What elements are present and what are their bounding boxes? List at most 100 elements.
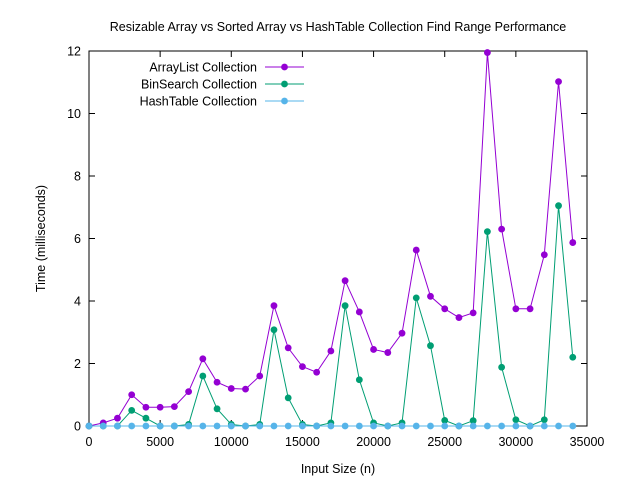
data-point <box>142 403 150 411</box>
data-point <box>227 422 235 430</box>
data-point <box>185 388 193 396</box>
data-point <box>327 347 335 355</box>
data-point <box>498 363 506 371</box>
data-point <box>270 422 278 430</box>
series-line <box>89 205 574 427</box>
data-point <box>299 422 306 430</box>
data-point <box>170 403 178 411</box>
data-point <box>427 342 434 350</box>
series-3 <box>85 422 577 430</box>
data-point <box>128 391 136 399</box>
data-point <box>512 305 520 313</box>
data-point <box>284 344 292 352</box>
data-point <box>441 305 449 313</box>
axis-ticks: 0 5000 10000 15000 20000 25000 30000 35000 0 2 4 6 8… <box>67 45 604 450</box>
data-point <box>170 422 178 430</box>
data-point <box>469 309 477 317</box>
data-point <box>412 294 420 302</box>
data-point <box>569 353 577 361</box>
legend-label: HashTable Collection <box>140 95 257 109</box>
y-tick-label: 4 <box>74 295 81 309</box>
data-point <box>469 422 477 430</box>
x-tick-label: 25000 <box>427 435 462 449</box>
data-point <box>85 422 93 430</box>
data-point <box>384 349 392 356</box>
data-point <box>213 378 221 386</box>
data-point <box>114 414 121 422</box>
data-point <box>99 422 107 430</box>
x-tick-label: 35000 <box>570 435 605 449</box>
y-tick-label: 2 <box>74 357 81 371</box>
legend-swatch-marker <box>281 63 288 71</box>
legend-swatch-marker <box>281 97 288 105</box>
data-point <box>427 422 434 430</box>
data-point <box>412 246 420 254</box>
data-point <box>484 49 491 56</box>
data-point <box>341 277 349 285</box>
data-point <box>540 416 548 424</box>
legend-label: BinSearch Collection <box>141 78 257 92</box>
data-point <box>341 302 349 310</box>
data-point <box>427 292 434 300</box>
data-point <box>284 422 292 430</box>
data-point <box>526 305 534 313</box>
data-point <box>355 308 363 316</box>
data-point <box>484 422 491 430</box>
x-axis-label: Input Size (n) <box>301 462 375 476</box>
data-point <box>327 422 335 430</box>
data-point <box>469 417 477 425</box>
chart-title: Resizable Array vs Sorted Array vs HashT… <box>110 20 567 34</box>
data-point <box>412 422 420 430</box>
data-point <box>242 422 249 430</box>
x-tick-label: 20000 <box>356 435 391 449</box>
data-point <box>242 385 249 393</box>
data-point <box>569 239 577 246</box>
data-point <box>227 385 235 392</box>
data-point <box>284 394 292 402</box>
data-point <box>299 363 306 371</box>
data-point <box>213 405 221 413</box>
data-point <box>142 422 150 430</box>
data-point <box>341 422 349 430</box>
data-point <box>398 422 406 430</box>
data-point <box>199 372 207 380</box>
data-point <box>142 414 150 422</box>
data-point <box>484 228 491 236</box>
data-point <box>270 326 278 334</box>
data-point <box>156 422 164 430</box>
data-point <box>370 346 377 353</box>
y-tick-label: 12 <box>67 45 81 59</box>
data-point <box>114 422 121 430</box>
data-point <box>498 225 506 233</box>
data-point <box>355 376 363 384</box>
data-point <box>128 406 136 414</box>
x-tick-label: 5000 <box>146 435 174 449</box>
y-tick-label: 6 <box>74 232 81 246</box>
data-point <box>355 422 363 430</box>
x-tick-label: 15000 <box>285 435 320 449</box>
y-tick-label: 0 <box>74 420 81 434</box>
data-point <box>512 422 520 430</box>
data-point <box>199 355 207 363</box>
legend: ArrayList Collection BinSearch Collection… <box>140 61 304 109</box>
data-point <box>455 314 463 321</box>
data-point <box>156 403 164 411</box>
legend-swatch-marker <box>281 80 288 88</box>
data-point <box>441 422 449 430</box>
y-tick-label: 8 <box>74 170 81 184</box>
x-tick-label: 0 <box>86 435 93 449</box>
x-tick-label: 30000 <box>498 435 533 449</box>
data-point <box>256 422 264 430</box>
data-point <box>441 416 449 424</box>
data-point <box>213 422 221 430</box>
data-point <box>555 78 562 86</box>
series-layer <box>85 49 577 430</box>
data-point <box>555 202 562 210</box>
data-point <box>128 422 136 430</box>
data-point <box>540 251 548 259</box>
data-point <box>526 422 534 430</box>
data-point <box>313 422 321 430</box>
data-point <box>569 422 577 430</box>
